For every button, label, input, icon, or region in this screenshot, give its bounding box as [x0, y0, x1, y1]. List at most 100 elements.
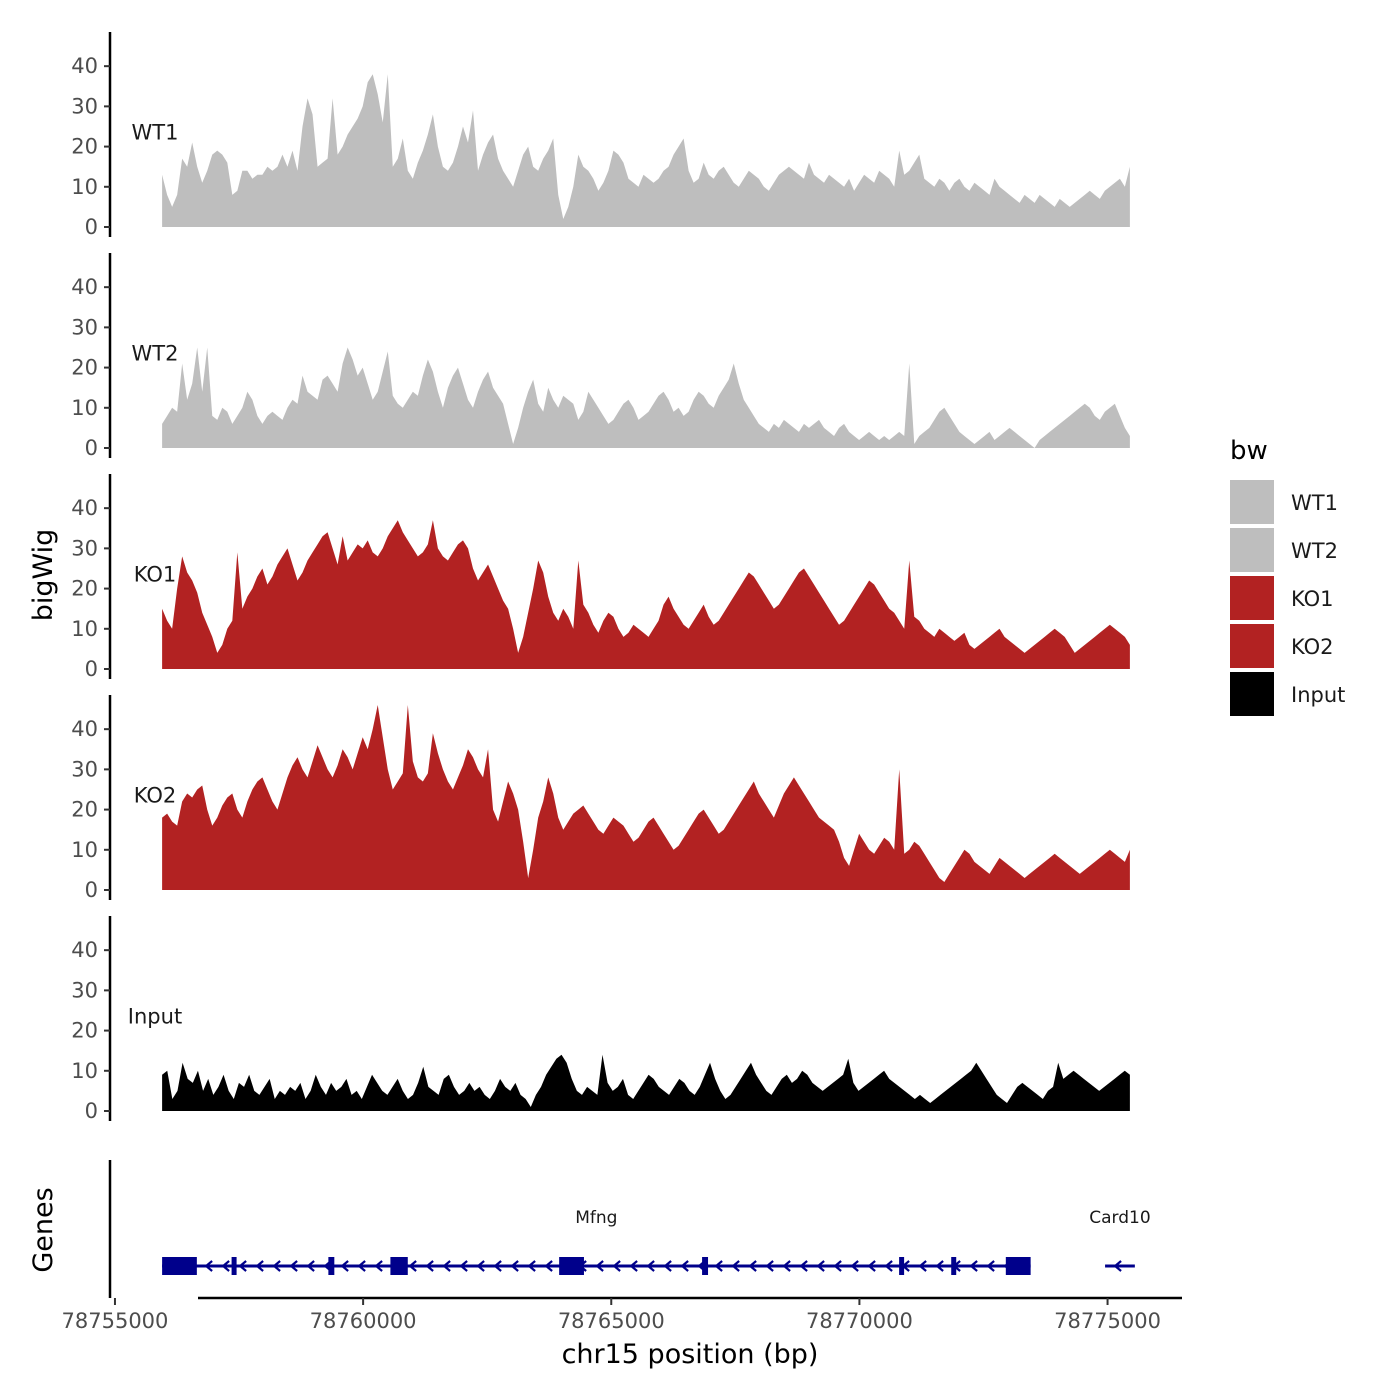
- strand-arrow: [442, 1260, 451, 1272]
- legend-swatch-wt2: [1230, 528, 1274, 572]
- track-label: Input: [128, 1004, 182, 1028]
- legend-swatch-ko1: [1230, 576, 1274, 620]
- y-tick-label: 30: [71, 315, 98, 339]
- y-tick-label: 0: [85, 436, 98, 460]
- exon: [162, 1257, 197, 1275]
- track-ko1: 0 10 20 30 40 KO1: [71, 474, 1130, 681]
- track-ko2: 0 10 20 30 40 KO2: [71, 695, 1130, 902]
- y-tick-label: 20: [71, 356, 98, 380]
- strand-arrow: [510, 1260, 519, 1272]
- legend-title: bw: [1230, 436, 1268, 466]
- y-tick-label: 20: [71, 135, 98, 159]
- strand-arrow: [799, 1260, 808, 1272]
- strand-arrow: [816, 1260, 825, 1272]
- y-tick-label: 30: [71, 978, 98, 1002]
- coverage-area-ko2: [162, 705, 1130, 890]
- strand-arrow: [595, 1260, 604, 1272]
- x-tick-label: 78770000: [806, 1309, 913, 1333]
- y-tick-label: 40: [71, 275, 98, 299]
- strand-arrow: [408, 1260, 417, 1272]
- track-label: WT2: [132, 341, 179, 365]
- strand-arrow: [255, 1260, 264, 1272]
- gene-label: Card10: [1089, 1208, 1150, 1228]
- legend-label-wt2: WT2: [1291, 539, 1338, 563]
- y-tick-label: 10: [71, 396, 98, 420]
- legend-swatch-input: [1230, 672, 1274, 716]
- strand-arrow: [459, 1260, 468, 1272]
- strand-arrow: [918, 1260, 927, 1272]
- strand-arrow: [833, 1260, 842, 1272]
- x-tick-label: 78765000: [558, 1309, 665, 1333]
- tracks-layer: 0 10 20 30 40 WT1 0 10 20 30 40 WT2 0 10 20 30 40 KO1 0 10 2…: [71, 32, 1130, 1123]
- y-tick-label: 10: [71, 1059, 98, 1083]
- strand-arrow: [238, 1260, 247, 1272]
- coverage-area-wt1: [162, 74, 1130, 228]
- exon: [702, 1257, 709, 1275]
- legend-label-ko2: KO2: [1291, 635, 1334, 659]
- legend-swatch-wt1: [1230, 480, 1274, 524]
- strand-arrow: [272, 1260, 281, 1272]
- exon: [899, 1257, 905, 1275]
- legend: bw WT1 WT2 KO1 KO2 Input: [1230, 436, 1345, 716]
- y-tick-label: 20: [71, 1019, 98, 1043]
- exon: [1005, 1257, 1031, 1275]
- track-wt2: 0 10 20 30 40 WT2: [71, 253, 1130, 460]
- strand-arrow: [646, 1260, 655, 1272]
- legend-label-ko1: KO1: [1291, 587, 1334, 611]
- exon: [231, 1257, 237, 1275]
- exon: [559, 1257, 584, 1275]
- coverage-area-wt2: [162, 347, 1130, 448]
- exon: [390, 1257, 408, 1275]
- coverage-area-input: [162, 1054, 1130, 1111]
- y-tick-label: 0: [85, 215, 98, 239]
- y-axis-title: bigWig: [28, 529, 59, 622]
- y-tick-label: 20: [71, 577, 98, 601]
- y-tick-label: 20: [71, 798, 98, 822]
- y-tick-label: 0: [85, 657, 98, 681]
- strand-arrow: [493, 1260, 502, 1272]
- strand-arrow: [527, 1260, 536, 1272]
- strand-arrow: [765, 1260, 774, 1272]
- legend-label-input: Input: [1291, 683, 1345, 707]
- strand-arrow: [986, 1260, 995, 1272]
- track-label: WT1: [132, 120, 179, 144]
- strand-arrow: [340, 1260, 349, 1272]
- strand-arrow: [357, 1260, 366, 1272]
- coverage-area-ko1: [162, 520, 1130, 669]
- y-tick-label: 30: [71, 536, 98, 560]
- exon: [951, 1257, 957, 1275]
- x-tick-label: 78775000: [1054, 1309, 1161, 1333]
- strand-arrow: [1113, 1260, 1122, 1272]
- strand-arrow: [374, 1260, 383, 1272]
- strand-arrow: [714, 1260, 723, 1272]
- y-tick-label: 40: [71, 496, 98, 520]
- strand-arrow: [629, 1260, 638, 1272]
- strand-arrow: [850, 1260, 859, 1272]
- strand-arrow: [969, 1260, 978, 1272]
- y-tick-label: 10: [71, 175, 98, 199]
- legend-label-wt1: WT1: [1291, 491, 1338, 515]
- gene-label: Mfng: [575, 1208, 617, 1228]
- y-tick-label: 40: [71, 54, 98, 78]
- strand-arrow: [289, 1260, 298, 1272]
- track-wt1: 0 10 20 30 40 WT1: [71, 32, 1130, 239]
- y-tick-label: 0: [85, 1099, 98, 1123]
- strand-arrow: [680, 1260, 689, 1272]
- exon: [328, 1257, 335, 1275]
- y-tick-label: 30: [71, 94, 98, 118]
- strand-arrow: [306, 1260, 315, 1272]
- genes-panel: Mfng Card10: [108, 1160, 1151, 1298]
- strand-arrow: [544, 1260, 553, 1272]
- x-axis: 78755000 78760000 78765000 78770000 78775000: [62, 1296, 1182, 1333]
- track-label: KO1: [134, 562, 177, 586]
- strand-arrow: [476, 1260, 485, 1272]
- strand-arrow: [204, 1260, 213, 1272]
- gene-mfng: Mfng: [162, 1208, 1031, 1275]
- strand-arrow: [612, 1260, 621, 1272]
- strand-arrow: [731, 1260, 740, 1272]
- y-tick-label: 40: [71, 717, 98, 741]
- genes-axis-title: Genes: [28, 1187, 59, 1272]
- legend-swatch-ko2: [1230, 624, 1274, 668]
- track-input: 0 10 20 30 40 Input: [71, 916, 1130, 1123]
